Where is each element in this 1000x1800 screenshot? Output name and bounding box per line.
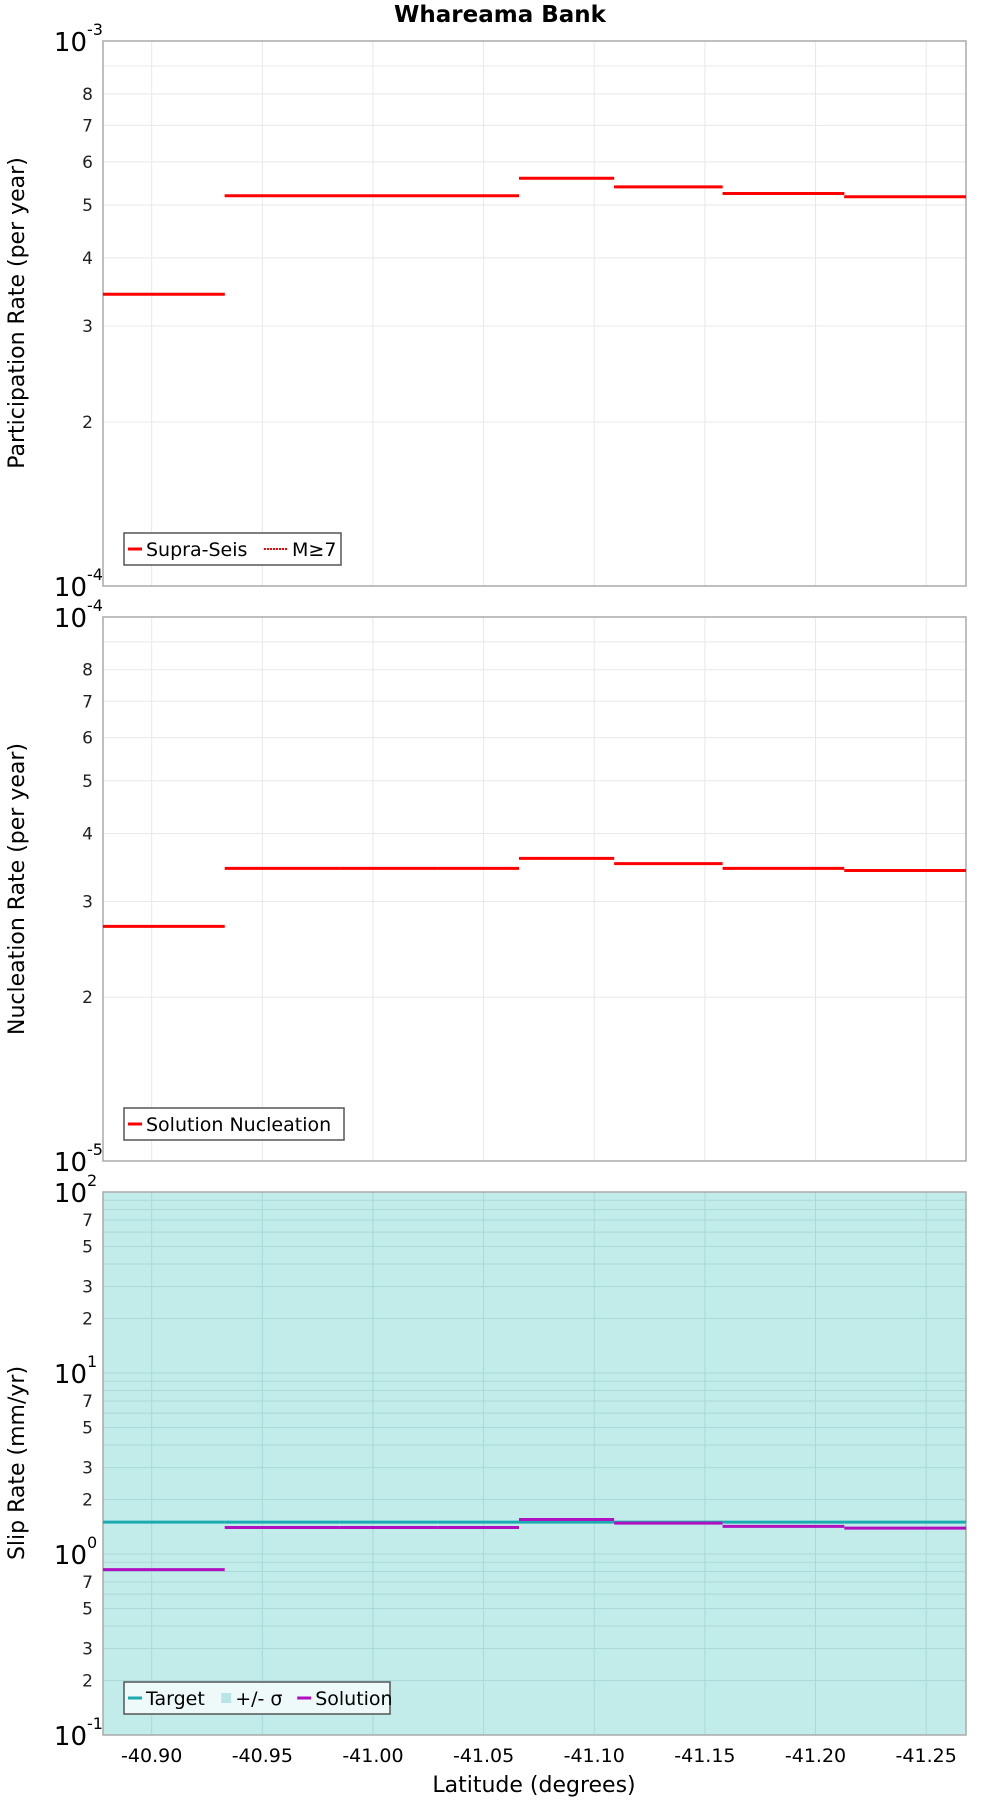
x-tick-label: -41.15 bbox=[674, 1745, 735, 1767]
x-tick-label: -41.25 bbox=[896, 1745, 957, 1767]
x-tick-label: -40.95 bbox=[232, 1745, 293, 1767]
legend-box bbox=[123, 1681, 391, 1715]
x-tick-label: -41.10 bbox=[564, 1745, 625, 1767]
y-tick-label: 4 bbox=[82, 249, 93, 269]
x-tick-label: -41.05 bbox=[453, 1745, 514, 1767]
y-tick-label: 3 bbox=[82, 892, 93, 912]
y-tick-label: 5 bbox=[82, 1599, 93, 1619]
y-axis-label-participation: Participation Rate (per year) bbox=[5, 157, 30, 469]
y-tick-label: 4 bbox=[82, 824, 93, 844]
y-tick-label: 5 bbox=[82, 772, 93, 792]
y-tick-label: 5 bbox=[82, 196, 93, 216]
legend-box bbox=[123, 532, 342, 566]
y-tick-label: 3 bbox=[82, 1459, 93, 1479]
x-tick-label: -41.00 bbox=[342, 1745, 403, 1767]
y-tick-label: 7 bbox=[82, 692, 93, 712]
chart-title: Whareama Bank bbox=[394, 2, 607, 28]
y-tick-label: 6 bbox=[82, 729, 93, 749]
sigma-band bbox=[103, 1192, 966, 1735]
legend-label: +/- σ bbox=[235, 1688, 282, 1710]
y-tick-label: 8 bbox=[82, 661, 93, 681]
legend-box bbox=[123, 1107, 345, 1141]
y-tick-label: 3 bbox=[82, 1640, 93, 1660]
y-decade-label: 10 bbox=[54, 573, 87, 603]
y-tick-label: 7 bbox=[82, 1211, 93, 1231]
y-decade-exponent: 2 bbox=[87, 1171, 97, 1190]
y-tick-label: 2 bbox=[82, 1491, 93, 1511]
y-decade-exponent: 1 bbox=[87, 1352, 97, 1371]
legend-label: M≥7 bbox=[292, 539, 336, 561]
legend-label: Solution bbox=[315, 1688, 392, 1710]
legend-label: Target bbox=[145, 1688, 205, 1710]
y-tick-label: 3 bbox=[82, 317, 93, 337]
y-tick-label: 2 bbox=[82, 988, 93, 1008]
y-decade-label: 10 bbox=[54, 28, 87, 58]
y-tick-label: 7 bbox=[82, 116, 93, 136]
y-tick-label: 7 bbox=[82, 1392, 93, 1412]
y-decade-label: 10 bbox=[54, 1541, 87, 1571]
y-axis-label-nucleation: Nucleation Rate (per year) bbox=[5, 743, 30, 1035]
y-decade-exponent: -5 bbox=[87, 1140, 103, 1159]
y-decade-label: 10 bbox=[54, 1179, 87, 1209]
x-axis-label: Latitude (degrees) bbox=[432, 1773, 635, 1798]
legend-label: Supra-Seis bbox=[146, 539, 247, 561]
y-axis-label-slip-rate: Slip Rate (mm/yr) bbox=[5, 1366, 30, 1560]
y-tick-label: 2 bbox=[82, 1310, 93, 1330]
x-tick-label: -41.20 bbox=[785, 1745, 846, 1767]
y-tick-label: 7 bbox=[82, 1573, 93, 1593]
legend-swatch-sigma bbox=[221, 1693, 232, 1703]
y-tick-label: 8 bbox=[82, 85, 93, 105]
y-tick-label: 6 bbox=[82, 153, 93, 173]
x-axis-ticks: -40.90 -40.95 -41.00 -41.05 -41.10 -41.15 -41.… bbox=[121, 1745, 957, 1767]
y-tick-label: 5 bbox=[82, 1237, 93, 1257]
legend-label: Solution Nucleation bbox=[146, 1114, 331, 1136]
y-decade-exponent: -4 bbox=[87, 565, 103, 584]
y-decade-exponent: -3 bbox=[87, 20, 103, 39]
y-tick-label: 5 bbox=[82, 1418, 93, 1438]
x-tick-label: -40.90 bbox=[121, 1745, 182, 1767]
y-tick-label: 2 bbox=[82, 413, 93, 433]
y-decade-label: 10 bbox=[54, 1722, 87, 1752]
y-tick-label: 2 bbox=[82, 1672, 93, 1692]
y-tick-label: 3 bbox=[82, 1278, 93, 1298]
y-decade-exponent: 0 bbox=[87, 1533, 97, 1552]
y-decade-label: 10 bbox=[54, 1360, 87, 1390]
y-decade-exponent: -1 bbox=[87, 1714, 103, 1733]
y-decade-label: 10 bbox=[54, 604, 87, 634]
y-decade-label: 10 bbox=[54, 1148, 87, 1178]
y-decade-exponent: -4 bbox=[87, 596, 103, 615]
